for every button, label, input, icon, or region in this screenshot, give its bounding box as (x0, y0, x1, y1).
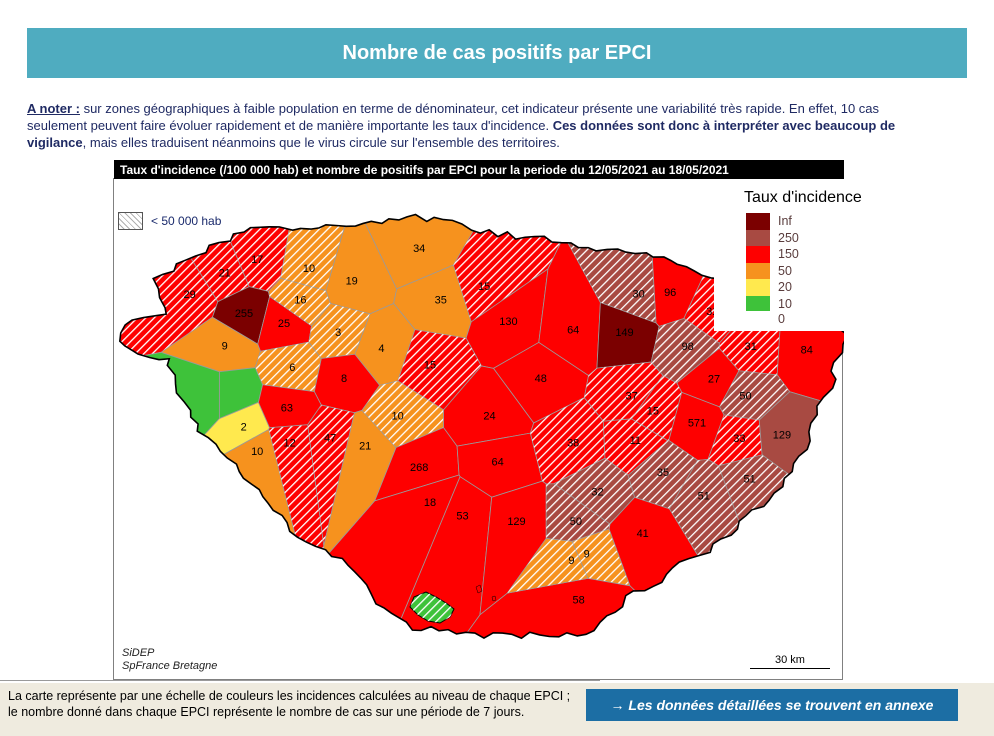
svg-text:18: 18 (424, 497, 436, 509)
svg-text:9: 9 (584, 549, 590, 561)
svg-text:10: 10 (251, 446, 263, 458)
svg-text:12: 12 (283, 438, 295, 450)
svg-text:37: 37 (625, 390, 637, 402)
svg-text:9: 9 (222, 341, 228, 353)
svg-text:16: 16 (294, 295, 306, 307)
svg-text:17: 17 (251, 254, 263, 266)
svg-text:50: 50 (739, 390, 751, 402)
svg-text:3: 3 (335, 327, 341, 339)
svg-text:15: 15 (647, 406, 659, 418)
svg-text:32: 32 (591, 486, 603, 498)
svg-text:51: 51 (698, 491, 710, 503)
svg-text:10: 10 (303, 263, 315, 275)
svg-text:4: 4 (378, 343, 384, 355)
svg-text:48: 48 (535, 373, 547, 385)
svg-text:31: 31 (745, 341, 757, 353)
svg-text:50: 50 (570, 516, 582, 528)
svg-text:129: 129 (507, 516, 525, 528)
svg-text:84: 84 (801, 345, 813, 357)
svg-text:64: 64 (567, 324, 579, 336)
svg-text:41: 41 (637, 528, 649, 540)
svg-text:53: 53 (456, 511, 468, 523)
svg-text:21: 21 (219, 268, 231, 280)
svg-text:15: 15 (424, 359, 436, 371)
svg-text:149: 149 (615, 327, 633, 339)
svg-text:130: 130 (499, 316, 517, 328)
svg-text:9: 9 (568, 555, 574, 567)
svg-text:6: 6 (289, 362, 295, 374)
svg-text:15: 15 (478, 281, 490, 293)
svg-text:268: 268 (410, 462, 428, 474)
svg-text:19: 19 (346, 276, 358, 288)
svg-text:30: 30 (632, 289, 644, 301)
svg-text:35: 35 (657, 467, 669, 479)
svg-text:571: 571 (688, 418, 706, 430)
svg-text:64: 64 (491, 457, 503, 469)
svg-text:96: 96 (664, 287, 676, 299)
svg-text:27: 27 (708, 373, 720, 385)
svg-text:2: 2 (241, 422, 247, 434)
svg-text:11: 11 (630, 435, 641, 447)
svg-text:35: 35 (435, 295, 447, 307)
svg-text:29: 29 (183, 289, 195, 301)
svg-text:47: 47 (324, 432, 336, 444)
svg-text:255: 255 (235, 308, 253, 320)
svg-text:58: 58 (572, 594, 584, 606)
svg-text:8: 8 (341, 373, 347, 385)
svg-text:21: 21 (359, 440, 371, 452)
svg-text:98: 98 (682, 341, 694, 353)
svg-text:63: 63 (281, 403, 293, 415)
svg-text:38: 38 (567, 438, 579, 450)
svg-text:51: 51 (743, 474, 755, 486)
svg-text:34: 34 (413, 243, 425, 255)
svg-text:25: 25 (278, 318, 290, 330)
svg-text:24: 24 (483, 411, 495, 423)
svg-text:33: 33 (733, 433, 745, 445)
svg-text:129: 129 (773, 430, 791, 442)
svg-text:10: 10 (391, 411, 403, 423)
